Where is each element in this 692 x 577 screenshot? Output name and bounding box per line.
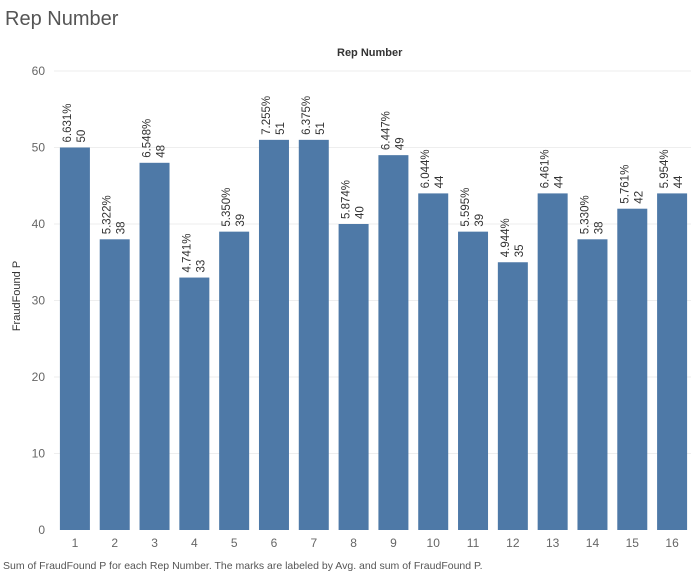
bar-13 (537, 193, 568, 530)
data-label-sum: 51 (315, 122, 327, 135)
bar-5 (219, 231, 250, 530)
data-label-sum: 50 (76, 130, 88, 143)
data-label-avg: 4.741% (181, 234, 193, 273)
bar-7 (298, 139, 329, 530)
x-tick-label: 11 (467, 536, 480, 550)
data-label-avg: 6.375% (301, 96, 313, 135)
y-axis-ticks: 0 10 20 30 40 50 60 (32, 64, 46, 537)
data-label-avg: 4.944% (500, 218, 512, 257)
bar-8 (338, 224, 369, 530)
data-label-sum: 48 (156, 145, 168, 158)
x-tick-label: 15 (626, 536, 640, 550)
y-tick-label: 10 (32, 447, 46, 461)
data-label-avg: 6.044% (420, 149, 432, 188)
data-label-sum: 42 (633, 191, 645, 204)
bar-12 (497, 262, 528, 530)
bar-4 (179, 277, 210, 530)
data-label-sum: 39 (235, 214, 247, 227)
data-label-sum: 44 (434, 175, 446, 188)
data-label-avg: 5.330% (579, 195, 591, 234)
data-label-sum: 38 (116, 222, 128, 235)
data-label-avg: 5.874% (341, 180, 353, 219)
bar-15 (617, 208, 648, 530)
y-tick-label: 60 (32, 64, 46, 78)
column-header-label: Rep Number (337, 47, 403, 59)
x-tick-label: 4 (191, 536, 198, 550)
x-tick-label: 2 (111, 536, 118, 550)
bar-1 (59, 147, 90, 530)
x-tick-label: 3 (151, 536, 158, 550)
data-label-avg: 5.350% (221, 188, 233, 227)
data-label-sum: 38 (593, 222, 605, 235)
x-axis-ticks: 1 2 3 4 5 6 7 8 9 10 11 12 13 14 15 16 (72, 536, 680, 550)
bar-3 (139, 162, 170, 531)
bar-10 (418, 193, 449, 530)
bar-16 (657, 193, 688, 530)
x-tick-label: 9 (390, 536, 397, 550)
x-tick-label: 5 (231, 536, 238, 550)
y-tick-label: 50 (32, 141, 46, 155)
bar-6 (258, 139, 289, 530)
data-label-avg: 6.447% (380, 111, 392, 150)
data-label-sum: 44 (554, 175, 566, 188)
data-label-sum: 35 (514, 244, 526, 257)
y-tick-label: 20 (32, 370, 46, 384)
bars (59, 139, 688, 531)
data-label-avg: 5.954% (659, 149, 671, 188)
data-label-avg: 6.461% (540, 149, 552, 188)
data-label-sum: 33 (195, 260, 207, 273)
x-tick-label: 8 (350, 536, 357, 550)
x-tick-label: 7 (310, 536, 317, 550)
x-tick-label: 12 (506, 536, 520, 550)
bar-2 (99, 239, 130, 531)
chart-caption: Sum of FraudFound P for each Rep Number.… (3, 560, 483, 572)
data-label-avg: 6.548% (142, 119, 154, 158)
bar-11 (458, 231, 489, 530)
bar-9 (378, 155, 409, 530)
y-tick-label: 30 (32, 294, 46, 308)
x-tick-label: 6 (271, 536, 278, 550)
sheet-title: Rep Number (5, 8, 119, 30)
y-tick-label: 0 (38, 523, 45, 537)
data-label-avg: 5.761% (619, 165, 631, 204)
data-label-avg: 7.255% (261, 96, 273, 135)
bar-14 (577, 239, 608, 531)
data-labels: 6.631% 505.322% 386.548% 484.741% 335.350% 39… (62, 96, 685, 273)
data-label-sum: 39 (474, 214, 486, 227)
x-tick-label: 14 (586, 536, 600, 550)
data-label-sum: 49 (394, 137, 406, 150)
data-label-avg: 5.595% (460, 188, 472, 227)
data-label-avg: 6.631% (62, 103, 74, 142)
x-tick-label: 16 (665, 536, 679, 550)
x-tick-label: 10 (427, 536, 441, 550)
x-tick-label: 1 (72, 536, 79, 550)
data-label-sum: 40 (355, 206, 367, 219)
y-tick-label: 40 (32, 217, 46, 231)
x-tick-label: 13 (546, 536, 560, 550)
data-label-avg: 5.322% (102, 195, 114, 234)
data-label-sum: 51 (275, 122, 287, 135)
data-label-sum: 44 (673, 175, 685, 188)
